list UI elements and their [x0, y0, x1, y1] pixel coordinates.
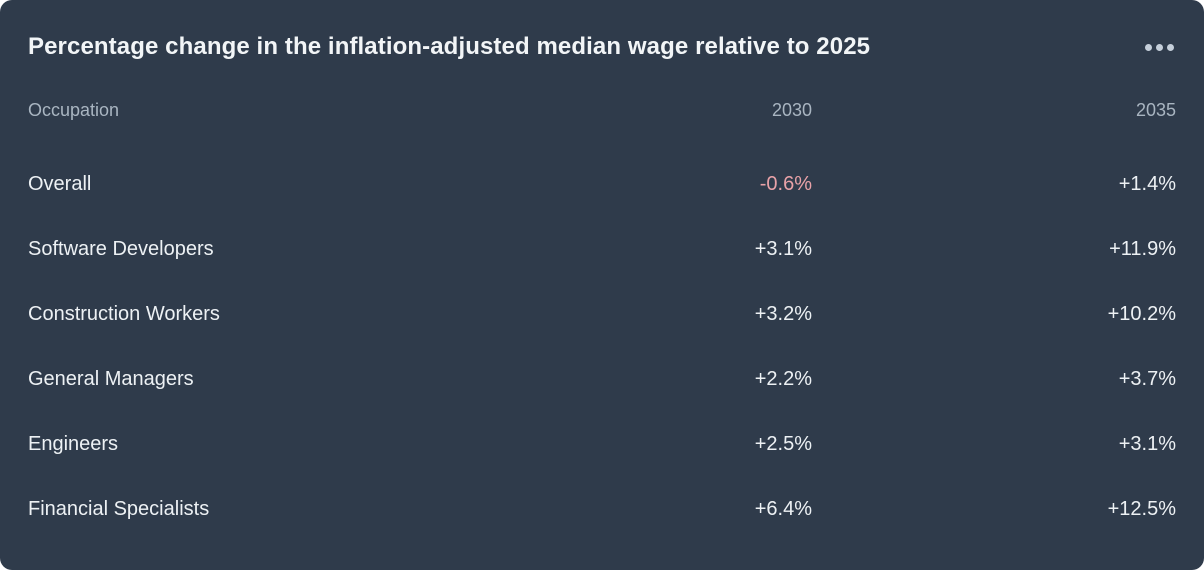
column-header-2030: 2030 — [771, 99, 812, 120]
row-occupation: Construction Workers — [28, 303, 220, 325]
row-value-2035: +3.1% — [1118, 433, 1176, 455]
table-row: Engineers +2.5% +3.1% — [28, 412, 1176, 477]
row-value-2035: +11.9% — [1109, 238, 1176, 260]
row-value-2035: +12.5% — [1107, 498, 1176, 520]
row-occupation: General Managers — [28, 368, 194, 390]
row-value-2035: +10.2% — [1107, 303, 1176, 325]
page-title: Percentage change in the inflation-adjus… — [28, 33, 871, 60]
table-body: Overall -0.6% +1.4% Software Developers +3.1… — [28, 152, 1176, 542]
row-value-2030: -0.6% — [759, 173, 812, 195]
column-header-occupation: Occupation — [28, 99, 120, 120]
row-occupation: Financial Specialists — [28, 498, 210, 520]
row-value-2030: +3.2% — [754, 303, 812, 325]
table-row: Overall -0.6% +1.4% — [28, 152, 1176, 217]
row-value-2030: +3.1% — [754, 238, 812, 260]
row-value-2030: +2.2% — [754, 368, 812, 390]
ellipsis-icon — [1145, 43, 1174, 51]
row-occupation: Software Developers — [28, 238, 214, 260]
table-header-row: Occupation 2030 2035 — [28, 97, 1176, 123]
card-header: Percentage change in the inflation-adjus… — [28, 30, 1176, 64]
row-value-2030: +2.5% — [754, 433, 812, 455]
row-value-2030: +6.4% — [754, 498, 812, 520]
column-header-2035: 2035 — [1135, 99, 1176, 120]
table-row: Construction Workers +3.2% +10.2% — [28, 282, 1176, 347]
row-value-2035: +3.7% — [1118, 368, 1176, 390]
table-row: General Managers +2.2% +3.7% — [28, 347, 1176, 412]
more-options-button[interactable] — [1143, 38, 1176, 57]
table-row: Software Developers +3.1% +11.9% — [28, 217, 1176, 282]
table-row: Financial Specialists +6.4% +12.5% — [28, 477, 1176, 542]
row-occupation: Overall — [28, 173, 92, 195]
row-value-2035: +1.4% — [1118, 173, 1176, 195]
row-occupation: Engineers — [28, 433, 119, 455]
